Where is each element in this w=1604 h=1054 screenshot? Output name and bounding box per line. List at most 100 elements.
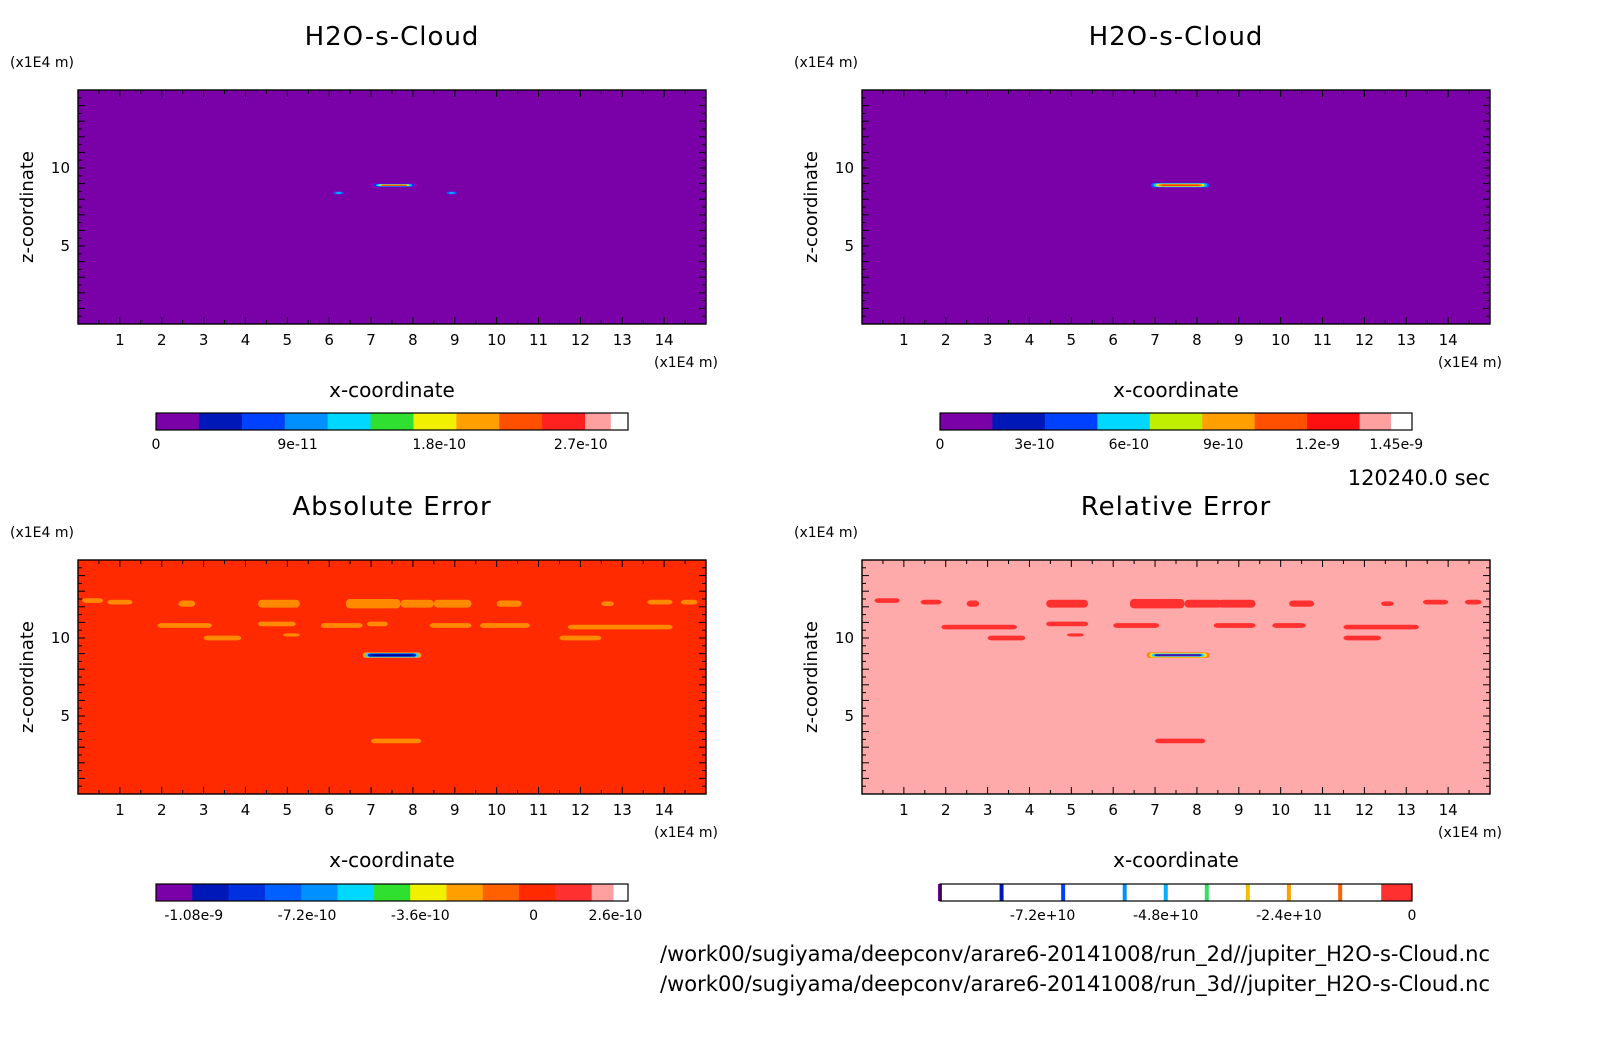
contour-patch [1289, 600, 1315, 607]
colorbar-tick-label: 0 [152, 437, 161, 453]
x-tick-label: 1 [115, 801, 125, 819]
colorbar-swatch [413, 413, 457, 430]
contour-patch [1155, 738, 1206, 744]
x-tick-label: 12 [571, 801, 590, 819]
z-unit-label: (x1E4 m) [10, 55, 74, 71]
cloud-contour-band [1156, 654, 1200, 656]
x-tick-label: 12 [1355, 331, 1374, 349]
colorbar-tick-label: 0 [1408, 908, 1417, 924]
colorbar: -1.08e-9 -7.2e-10 -3.6e-10 0 2.6e-10 [155, 883, 643, 924]
contour-patch [1184, 599, 1223, 608]
colorbar-tick-label: -1.08e-9 [164, 908, 223, 924]
colorbar-swatch [1202, 413, 1256, 430]
contour-patch [429, 623, 472, 628]
z-tick-label: 10 [835, 629, 854, 647]
colorbar-tick-label: 1.45e-9 [1369, 437, 1423, 453]
colorbar-swatch [228, 884, 266, 901]
x-tick-label: 12 [571, 331, 590, 349]
x-axis-label: x-coordinate [329, 848, 455, 872]
colorbar-swatch [370, 413, 414, 430]
colorbar-frame [155, 883, 629, 902]
cloud-contour-band [372, 654, 412, 656]
contour-patch [1464, 599, 1482, 605]
x-tick-label: 8 [1192, 801, 1202, 819]
colorbar-tick-label: 9e-10 [1203, 437, 1243, 453]
contour-patch [987, 635, 1026, 641]
contour-patch [1423, 599, 1449, 605]
colorbar-swatch [337, 884, 375, 901]
z-tick-label: 5 [60, 707, 70, 725]
colorbar-swatch [192, 884, 230, 901]
colorbar-level-line [1204, 884, 1209, 901]
colorbar-swatch [1359, 413, 1392, 430]
x-tick-label: 3 [199, 331, 209, 349]
colorbar-level-line [1338, 884, 1343, 901]
contour-patch [941, 624, 1017, 630]
x-unit-label: (x1E4 m) [654, 825, 718, 841]
x-tick-label: 14 [1439, 801, 1458, 819]
colorbar-level-line [1122, 884, 1127, 901]
z-unit-label: (x1E4 m) [794, 55, 858, 71]
colorbar-level-line [1286, 884, 1291, 901]
colorbar-swatch [456, 413, 500, 430]
cloud-contour-band [448, 192, 455, 194]
colorbar-swatch [555, 884, 593, 901]
colorbar: 0 9e-11 1.8e-10 2.7e-10 [152, 412, 629, 453]
contour-patch [1343, 624, 1419, 630]
colorbar-level-line [1245, 884, 1250, 901]
colorbar: -7.2e+10 -4.8e+10 -2.4e+10 0 [938, 883, 1417, 924]
colorbar-swatch [591, 884, 614, 901]
x-tick-label: 11 [1313, 801, 1332, 819]
contour-patch [874, 598, 900, 603]
x-tick-label: 6 [1108, 331, 1118, 349]
x-tick-label: 4 [1025, 331, 1035, 349]
colorbar-tick-label: 2.6e-10 [589, 908, 643, 924]
x-tick-label: 8 [408, 801, 418, 819]
x-tick-label: 3 [983, 331, 993, 349]
x-axis-label: x-coordinate [1113, 848, 1239, 872]
x-tick-label: 10 [487, 801, 506, 819]
x-tick-label: 6 [324, 801, 334, 819]
field-background [78, 560, 706, 794]
colorbar-level-line [1163, 884, 1168, 901]
colorbar-swatch [519, 884, 556, 901]
colorbar-tick-label: -7.2e+10 [1010, 908, 1075, 924]
contour-patch [82, 598, 104, 603]
x-tick-label: 4 [241, 331, 251, 349]
x-tick-label: 9 [450, 331, 460, 349]
colorbar-swatch [301, 884, 339, 901]
colorbar-swatch [156, 413, 200, 430]
contour-patch [258, 621, 296, 627]
colorbar-swatch [156, 884, 193, 901]
x-tick-label: 12 [1355, 801, 1374, 819]
contour-patch [178, 600, 196, 607]
x-tick-label: 9 [1234, 801, 1244, 819]
x-tick-label: 7 [1150, 801, 1160, 819]
x-tick-label: 7 [366, 331, 376, 349]
x-tick-label: 6 [324, 331, 334, 349]
contour-patch [1217, 599, 1256, 608]
z-axis-label: z-coordinate [801, 621, 822, 733]
x-tick-label: 2 [157, 331, 167, 349]
z-tick-label: 5 [844, 707, 854, 725]
colorbar-tick-label: -7.2e-10 [278, 908, 337, 924]
x-tick-label: 1 [899, 801, 909, 819]
x-tick-label: 5 [1067, 331, 1077, 349]
contour-patch [1272, 623, 1306, 628]
x-tick-label: 11 [529, 331, 548, 349]
x-tick-label: 10 [1271, 801, 1290, 819]
colorbar-swatch [1307, 413, 1361, 430]
cloud-contour-band [335, 192, 342, 194]
x-tick-label: 14 [655, 801, 674, 819]
x-tick-label: 13 [1397, 331, 1416, 349]
contour-patch [496, 600, 522, 607]
time-label: 120240.0 sec [1347, 466, 1490, 490]
x-tick-label: 5 [1067, 801, 1077, 819]
colorbar-level-line [1061, 884, 1066, 901]
colorbar-tick-label: 3e-10 [1014, 437, 1054, 453]
colorbar-swatch [446, 884, 484, 901]
x-tick-label: 2 [941, 801, 951, 819]
x-tick-label: 14 [1439, 331, 1458, 349]
x-tick-label: 9 [450, 801, 460, 819]
x-tick-label: 11 [1313, 331, 1332, 349]
